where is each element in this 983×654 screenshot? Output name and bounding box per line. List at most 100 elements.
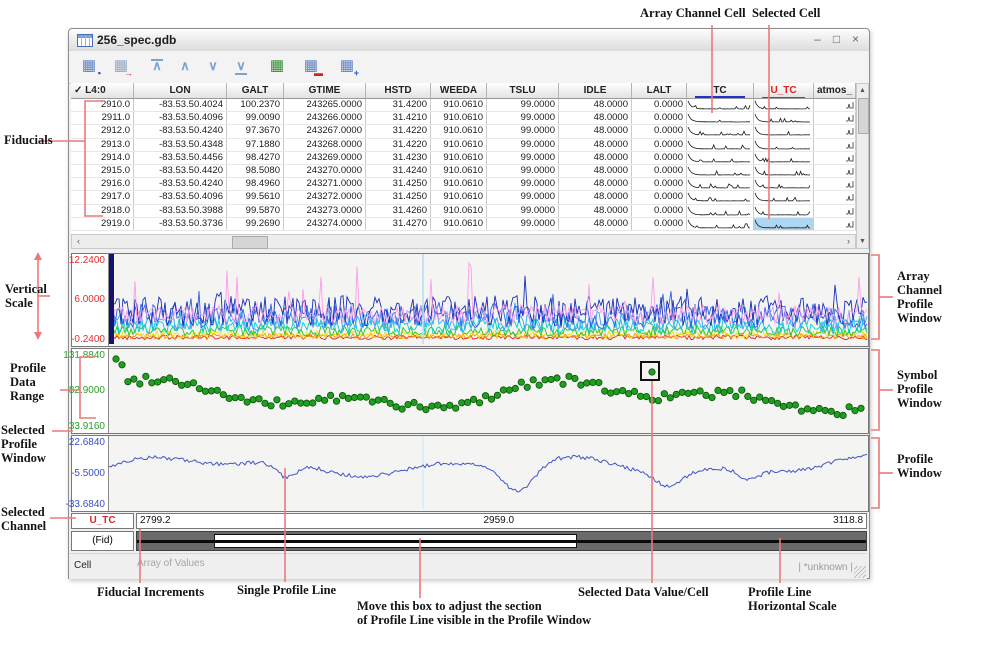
cell[interactable]: 2914.0 <box>71 152 134 164</box>
cell[interactable]: 99.0000 <box>487 112 559 124</box>
cell[interactable] <box>814 152 856 164</box>
cell[interactable]: 99.0000 <box>487 205 559 217</box>
maximize-button[interactable]: □ <box>829 31 844 47</box>
array-channel-cell[interactable] <box>754 125 814 137</box>
cell[interactable]: 99.0000 <box>487 165 559 177</box>
cell[interactable]: 0.0000 <box>632 165 687 177</box>
cell[interactable]: 910.0610 <box>431 191 487 203</box>
cell[interactable]: 99.0000 <box>487 178 559 190</box>
cell[interactable]: 243268.0000 <box>284 139 366 151</box>
selected-array-cell[interactable] <box>754 218 814 230</box>
save-table-button[interactable]: ▦▪ <box>77 55 101 79</box>
column-header-lalt[interactable]: LALT <box>632 83 687 98</box>
selected-channel-box[interactable]: U_TC <box>71 513 134 529</box>
cell[interactable]: 2917.0 <box>71 191 134 203</box>
cell[interactable]: 243265.0000 <box>284 99 366 111</box>
cell[interactable] <box>814 205 856 217</box>
array-channel-profile-window[interactable]: 12.2400 6.0000 -0.2400 <box>71 253 869 347</box>
cell[interactable]: 99.0000 <box>487 218 559 230</box>
refresh-table-button[interactable]: ▦→ <box>109 55 133 79</box>
array-channel-cell[interactable] <box>754 112 814 124</box>
cell[interactable]: -83.53.50.4240 <box>134 125 227 137</box>
table-windows-button[interactable]: ▦+ <box>335 55 359 79</box>
cell[interactable]: 0.0000 <box>632 205 687 217</box>
cell[interactable] <box>814 218 856 230</box>
horizontal-scroll-thumb[interactable] <box>232 236 268 249</box>
scroll-up-icon[interactable]: ▲ <box>856 84 869 97</box>
cell[interactable]: 98.5080 <box>227 165 284 177</box>
scroll-left-icon[interactable]: ‹ <box>72 235 85 248</box>
cell[interactable]: 48.0000 <box>559 99 632 111</box>
cell[interactable] <box>814 139 856 151</box>
cell[interactable]: 0.0000 <box>632 112 687 124</box>
cell[interactable]: 910.0610 <box>431 165 487 177</box>
array-channel-cell[interactable] <box>754 139 814 151</box>
minimize-button[interactable]: – <box>810 31 825 47</box>
cell[interactable]: 99.0090 <box>227 112 284 124</box>
array-channel-cell[interactable] <box>687 205 754 217</box>
array-channel-cell[interactable] <box>687 218 754 230</box>
cell[interactable]: 99.0000 <box>487 139 559 151</box>
scroll-right-icon[interactable]: › <box>842 235 855 248</box>
array-channel-cell[interactable] <box>754 99 814 111</box>
cell[interactable]: 0.0000 <box>632 99 687 111</box>
cell[interactable]: 2913.0 <box>71 139 134 151</box>
cell[interactable]: 0.0000 <box>632 178 687 190</box>
cell[interactable]: 99.5610 <box>227 191 284 203</box>
cell[interactable]: 48.0000 <box>559 218 632 230</box>
cell[interactable]: 31.4270 <box>366 218 431 230</box>
cell[interactable]: 243270.0000 <box>284 165 366 177</box>
cell[interactable]: 243266.0000 <box>284 112 366 124</box>
cell[interactable]: 243272.0000 <box>284 191 366 203</box>
column-header-gtime[interactable]: GTIME <box>284 83 366 98</box>
cell[interactable]: 2916.0 <box>71 178 134 190</box>
cell[interactable]: 99.0000 <box>487 99 559 111</box>
line-profile-plot[interactable] <box>109 436 868 511</box>
cell[interactable]: 31.4260 <box>366 205 431 217</box>
cell[interactable]: 0.0000 <box>632 139 687 151</box>
cell[interactable]: 99.0000 <box>487 152 559 164</box>
symbol-profile-window[interactable]: 131.8840 82.9000 33.9160 <box>71 348 869 434</box>
column-header-u-tc[interactable]: U_TC <box>754 83 814 98</box>
cell[interactable]: 31.4250 <box>366 191 431 203</box>
cell[interactable]: -83.53.50.3988 <box>134 205 227 217</box>
cell[interactable]: 243273.0000 <box>284 205 366 217</box>
cell[interactable] <box>814 99 856 111</box>
cell[interactable]: -83.53.50.4024 <box>134 99 227 111</box>
vertical-scrollbar[interactable]: ▲ ▼ <box>856 83 869 249</box>
array-channel-cell[interactable] <box>687 125 754 137</box>
cell[interactable] <box>814 165 856 177</box>
cell[interactable]: 31.4240 <box>366 165 431 177</box>
cell[interactable]: -83.53.50.4348 <box>134 139 227 151</box>
column-header-atmos-[interactable]: atmos_ <box>814 83 856 98</box>
array-channel-cell[interactable] <box>687 191 754 203</box>
cell[interactable]: 98.4960 <box>227 178 284 190</box>
cell[interactable]: 2919.0 <box>71 218 134 230</box>
cell[interactable]: 2910.0 <box>71 99 134 111</box>
cell[interactable]: 243274.0000 <box>284 218 366 230</box>
cell[interactable] <box>814 178 856 190</box>
fid-label-box[interactable]: (Fid) <box>71 531 134 551</box>
cell[interactable]: -83.53.50.4240 <box>134 178 227 190</box>
cell[interactable]: 910.0610 <box>431 218 487 230</box>
array-channel-cell[interactable] <box>687 112 754 124</box>
cell[interactable]: 48.0000 <box>559 165 632 177</box>
cell[interactable]: 48.0000 <box>559 178 632 190</box>
cell[interactable]: 243269.0000 <box>284 152 366 164</box>
cell[interactable]: 910.0610 <box>431 139 487 151</box>
cell[interactable]: 48.0000 <box>559 205 632 217</box>
profile-window[interactable]: 22.6840 -5.5000 -33.6840 <box>71 435 869 512</box>
table-edit-button[interactable]: ▦▬ <box>299 55 323 79</box>
array-channel-cell[interactable] <box>754 178 814 190</box>
cell[interactable]: 910.0610 <box>431 152 487 164</box>
cell[interactable]: 100.2370 <box>227 99 284 111</box>
title-bar[interactable]: 256_spec.gdb – □ × <box>69 29 869 52</box>
cell[interactable]: 31.4200 <box>366 99 431 111</box>
cell[interactable]: -83.53.50.4456 <box>134 152 227 164</box>
cell[interactable]: 31.4210 <box>366 112 431 124</box>
cell[interactable] <box>814 112 856 124</box>
array-channel-cell[interactable] <box>687 139 754 151</box>
cell[interactable]: 99.0000 <box>487 191 559 203</box>
cell[interactable]: 910.0610 <box>431 112 487 124</box>
column-header-galt[interactable]: GALT <box>227 83 284 98</box>
